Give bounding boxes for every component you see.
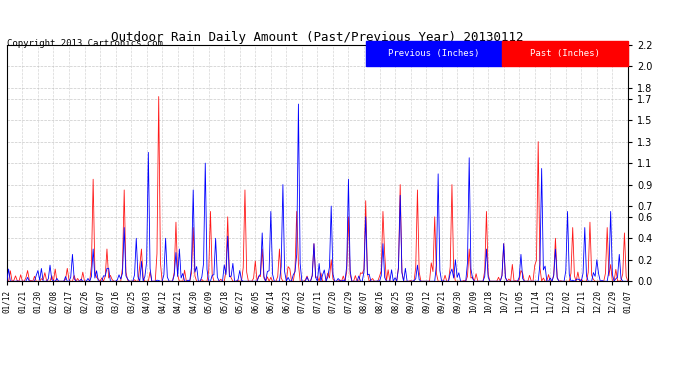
Bar: [502, 41, 628, 66]
Text: Previous (Inches): Previous (Inches): [388, 49, 480, 58]
Title: Outdoor Rain Daily Amount (Past/Previous Year) 20130112: Outdoor Rain Daily Amount (Past/Previous…: [111, 31, 524, 44]
Bar: [366, 41, 502, 66]
Text: Past (Inches): Past (Inches): [530, 49, 600, 58]
Text: Copyright 2013 Cartronics.com: Copyright 2013 Cartronics.com: [7, 39, 163, 48]
